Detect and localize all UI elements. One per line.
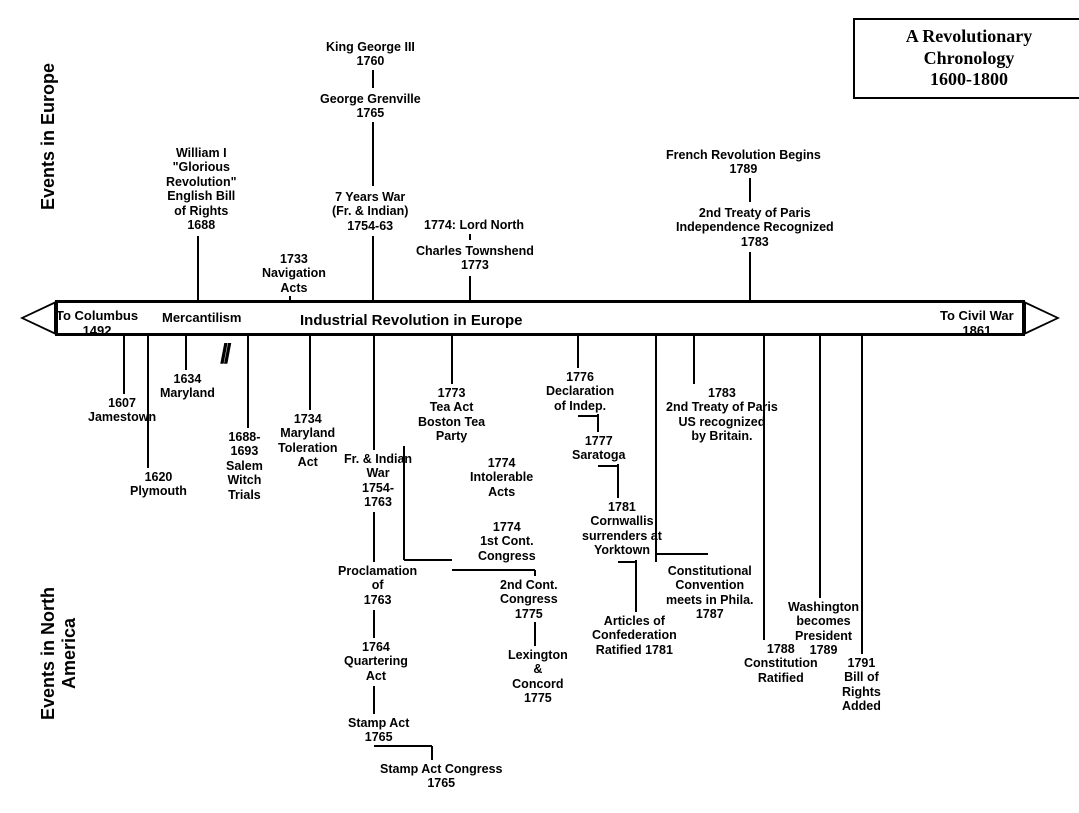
title-line-3: 1600-1800 [869, 69, 1069, 91]
line-procl-1763 [373, 512, 375, 562]
event-stamp-congress: Stamp Act Congress1765 [380, 762, 502, 791]
line-stamp-congress [431, 746, 433, 760]
event-second-cc: 2nd Cont.Congress1775 [500, 578, 558, 621]
event-toleration: 1734MarylandTolerationAct [278, 412, 338, 470]
line-articles [635, 560, 637, 612]
line-townshend [469, 276, 471, 300]
hline-const-conv [656, 553, 708, 555]
line-plymouth [147, 336, 149, 468]
event-seven-years: 7 Years War(Fr. & Indian)1754-63 [332, 190, 408, 233]
line-treaty-paris-na [693, 336, 695, 384]
event-yorktown: 1781Cornwallissurrenders atYorktown [582, 500, 662, 558]
event-fr-indian: Fr. & IndianWar1754-1763 [344, 452, 412, 510]
event-quartering: 1764QuarteringAct [344, 640, 408, 683]
event-treaty-paris-eu: 2nd Treaty of ParisIndependence Recogniz… [676, 206, 834, 249]
event-salem: 1688-1693SalemWitchTrials [226, 430, 263, 502]
event-king-george: King George III1760 [326, 40, 415, 69]
line-quartering [373, 610, 375, 638]
axis-shaft-bottom [55, 333, 1025, 336]
event-french-rev: French Revolution Begins1789 [666, 148, 821, 177]
event-declaration: 1776Declarationof Indep. [546, 370, 614, 413]
line-navigation-acts [289, 296, 291, 300]
time-scale-break: // [220, 338, 228, 370]
axis-label-mercantilism: Mercantilism [162, 310, 241, 325]
event-lex-concord: Lexington&Concord1775 [508, 648, 568, 706]
event-bill-rights: 1791Bill ofRightsAdded [842, 656, 881, 714]
line-stamp-act [373, 686, 375, 714]
line-french-rev [749, 178, 751, 202]
timeline-stage: A Revolutionary Chronology 1600-1800 Eve… [0, 0, 1079, 813]
hline-tea-act [404, 559, 452, 561]
event-navigation-acts: 1733NavigationActs [262, 252, 326, 295]
line-treaty-paris-eu [749, 252, 751, 300]
event-articles: Articles ofConfederationRatified 1781 [592, 614, 677, 657]
line-const-rat [763, 336, 765, 640]
line-william-i [197, 236, 199, 300]
line-const-conv-stem [655, 336, 657, 444]
event-procl-1763: Proclamationof1763 [338, 564, 417, 607]
line-washington [819, 336, 821, 598]
hline-articles [618, 561, 636, 563]
event-plymouth: 1620Plymouth [130, 470, 187, 499]
event-grenville: George Grenville1765 [320, 92, 421, 121]
axis-label-left: To Columbus1492 [56, 308, 138, 338]
line-lord-north [469, 234, 471, 240]
axis-label-industrial: Industrial Revolution in Europe [300, 312, 523, 329]
line-maryland [185, 336, 187, 370]
event-lord-north: 1774: Lord North [424, 218, 524, 232]
event-townshend: Charles Townshend1773 [416, 244, 534, 273]
line-tea-act [451, 336, 453, 384]
line-lex-concord [534, 622, 536, 646]
side-label-north-america: Events in NorthAmerica [38, 587, 80, 720]
line-yorktown [617, 464, 619, 498]
line-declaration [577, 336, 579, 368]
event-first-cc: 17741st Cont.Congress [478, 520, 536, 563]
title-box: A Revolutionary Chronology 1600-1800 [853, 18, 1079, 99]
line2-tea-act [403, 446, 405, 560]
line-king-george [372, 70, 374, 88]
hline-second-cc [452, 569, 535, 571]
side-label-europe: Events in Europe [38, 63, 59, 210]
event-william-i: William I"GloriousRevolution"English Bil… [166, 146, 237, 232]
event-washington: WashingtonbecomesPresident1789 [788, 600, 859, 658]
event-jamestown: 1607Jamestown [88, 396, 156, 425]
line-salem [247, 336, 249, 428]
hline-yorktown [598, 465, 618, 467]
event-tea-act: 1773Tea ActBoston TeaParty [418, 386, 485, 444]
event-const-conv: ConstitutionalConventionmeets in Phila.1… [666, 564, 754, 622]
event-maryland: 1634Maryland [160, 372, 215, 401]
line-const-conv [655, 444, 657, 562]
line-jamestown [123, 336, 125, 394]
hline-stamp-congress [374, 745, 432, 747]
axis-shaft-top [55, 300, 1025, 303]
line-grenville [372, 122, 374, 186]
axis-label-right: To Civil War1861 [940, 308, 1014, 338]
event-saratoga: 1777Saratoga [572, 434, 626, 463]
title-line-2: Chronology [869, 48, 1069, 70]
event-stamp-act: Stamp Act1765 [348, 716, 409, 745]
line-bill-rights [861, 336, 863, 654]
line-toleration [309, 336, 311, 410]
hline-saratoga [578, 415, 598, 417]
title-line-1: A Revolutionary [869, 26, 1069, 48]
axis-arrow-left [20, 300, 58, 336]
axis-arrow-right [1022, 300, 1060, 336]
event-intolerable: 1774IntolerableActs [470, 456, 533, 499]
line-fr-indian [373, 336, 375, 450]
line-seven-years [372, 236, 374, 300]
event-treaty-paris-na: 17832nd Treaty of ParisUS recognizedby B… [666, 386, 778, 444]
